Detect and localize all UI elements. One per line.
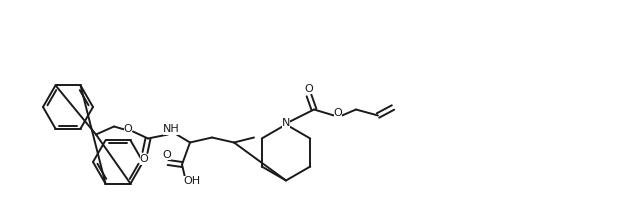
Text: N: N — [282, 118, 290, 128]
Text: O: O — [139, 155, 148, 165]
Text: O: O — [124, 125, 132, 135]
Text: O: O — [162, 150, 171, 160]
Text: NH: NH — [162, 125, 179, 135]
Text: OH: OH — [184, 176, 200, 186]
Text: O: O — [304, 83, 313, 94]
Text: O: O — [334, 108, 342, 118]
